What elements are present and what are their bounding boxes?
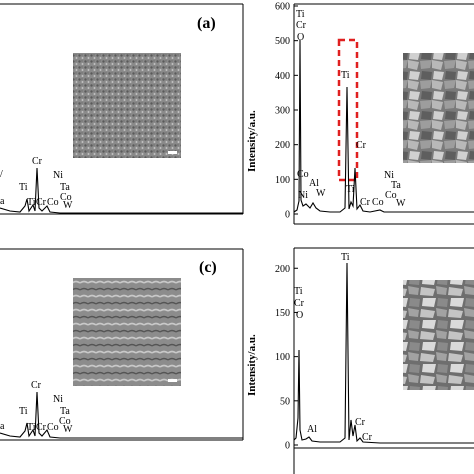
panel-b-peak-label: Ni: [384, 170, 394, 181]
panel-d-peak-label: Ti: [294, 286, 303, 297]
panel-b-spectrum: [293, 39, 474, 213]
y-tick-label: 600: [275, 2, 290, 13]
panel-b-peak-label: Cr: [360, 197, 371, 208]
panel-b-y-ticks: 0 100 200 300 400 500 600: [275, 2, 298, 221]
panel-d-peak-label: Cr: [294, 298, 305, 309]
panel-b-peak-label: Ta: [391, 180, 401, 191]
panel-b-peak-label: Co: [372, 197, 384, 208]
panel-a-peak-label: Ti: [19, 182, 28, 193]
panel-b-peak-label: Cr: [356, 140, 367, 151]
panel-a-label: (a): [197, 15, 216, 32]
y-tick-label: 0: [285, 210, 290, 221]
y-tick-label: 400: [275, 71, 290, 82]
panel-b-peak-label: Co: [385, 190, 397, 201]
panel-a-peak-label: W: [63, 200, 73, 211]
panel-b-ylabel: Intensity/a.u.: [246, 110, 258, 172]
y-tick-label: 200: [275, 264, 290, 275]
panel-c-peak-label: a: [0, 421, 5, 432]
panel-b-peak-label: Ti: [341, 70, 350, 81]
panel-a-scale-bar: [168, 151, 177, 154]
y-tick-label: 300: [275, 106, 290, 117]
panel-a-peak-label: Co: [47, 197, 59, 208]
panel-b-peak-label: Al: [309, 178, 319, 189]
panel-a-peak-label: Ta: [60, 182, 70, 193]
panel-c-peak-label: Cr: [36, 422, 47, 433]
y-tick-label: 150: [275, 308, 290, 319]
panel-b-highlight-box: [337, 38, 359, 182]
panel-c-peak-label: Ti: [19, 406, 28, 417]
y-tick-label: 100: [275, 352, 290, 363]
panel-b-peak-label: O: [297, 32, 304, 43]
panel-c-spectrum: [0, 391, 243, 439]
panel-d-y-ticks: 0 50 100 150 200: [275, 264, 298, 452]
panel-d-peak-label: Cr: [362, 432, 373, 443]
panel-a-peak-label: Ti: [27, 197, 36, 208]
panel-d-peak-label: Cr: [355, 417, 366, 428]
panel-a-micrograph: [73, 53, 181, 158]
panel-c-label: (c): [199, 259, 217, 276]
panel-c-micrograph: [73, 278, 181, 386]
y-tick-label: 200: [275, 140, 290, 151]
y-tick-label: 500: [275, 36, 290, 47]
panel-c-peak-label: Co: [47, 422, 59, 433]
panel-c: (c) Cr Ni Ta Co W Ti Ti Cr Co a: [0, 248, 244, 441]
panel-c-peak-label: W: [63, 424, 73, 435]
panel-c-peak-label: Ta: [60, 406, 70, 417]
panel-c-peak-label: Cr: [31, 380, 42, 391]
panel-a-peak-label: /: [0, 169, 3, 180]
panel-d-peak-label: Ti: [341, 252, 350, 263]
panel-b-peak-label: Ti: [296, 9, 305, 20]
panel-a-peak-label: Co: [60, 192, 72, 203]
panel-c-peak-label: Ti: [27, 422, 36, 433]
panel-b-peak-label: W: [396, 198, 406, 209]
panel-b-peak-label: Ni: [298, 190, 308, 201]
panel-b: Intensity/a.u. 0 100 200 300 400 500 600 Ti Cr…: [246, 2, 474, 225]
panel-b-micrograph: [403, 53, 474, 163]
panel-a-peak-label: Cr: [36, 197, 47, 208]
panel-c-peak-label: Co: [59, 416, 71, 427]
panel-a-peak-label: Cr: [32, 156, 43, 167]
panel-b-peak-label: Cr: [296, 20, 307, 31]
panel-b-peak-label: Ti: [346, 184, 355, 195]
y-tick-label: 100: [275, 175, 290, 186]
panel-b-peak-label: Co: [297, 169, 309, 180]
panel-a-spectrum: [0, 167, 243, 214]
panel-a: (a) Cr Ni Ta Co W Ti Ti Cr Co a /: [0, 3, 244, 215]
panel-c-scale-bar: [168, 379, 177, 382]
y-tick-label: 50: [280, 396, 290, 407]
panel-d-spectrum: [293, 262, 474, 444]
panel-b-peak-label: W: [316, 188, 326, 199]
panel-a-peak-label: Ni: [53, 170, 63, 181]
panel-c-peak-label: Ni: [53, 394, 63, 405]
panel-d-peak-label: Al: [307, 424, 317, 435]
panel-d: Intensity/a.u. 0 50 100 150 200 Ti Ti Cr O A…: [246, 247, 474, 474]
panel-d-peak-label: O: [296, 310, 303, 321]
y-tick-label: 0: [285, 441, 290, 452]
panel-a-peak-label: a: [0, 196, 5, 207]
panel-d-ylabel: Intensity/a.u.: [246, 334, 258, 396]
panel-d-micrograph: [403, 280, 474, 390]
